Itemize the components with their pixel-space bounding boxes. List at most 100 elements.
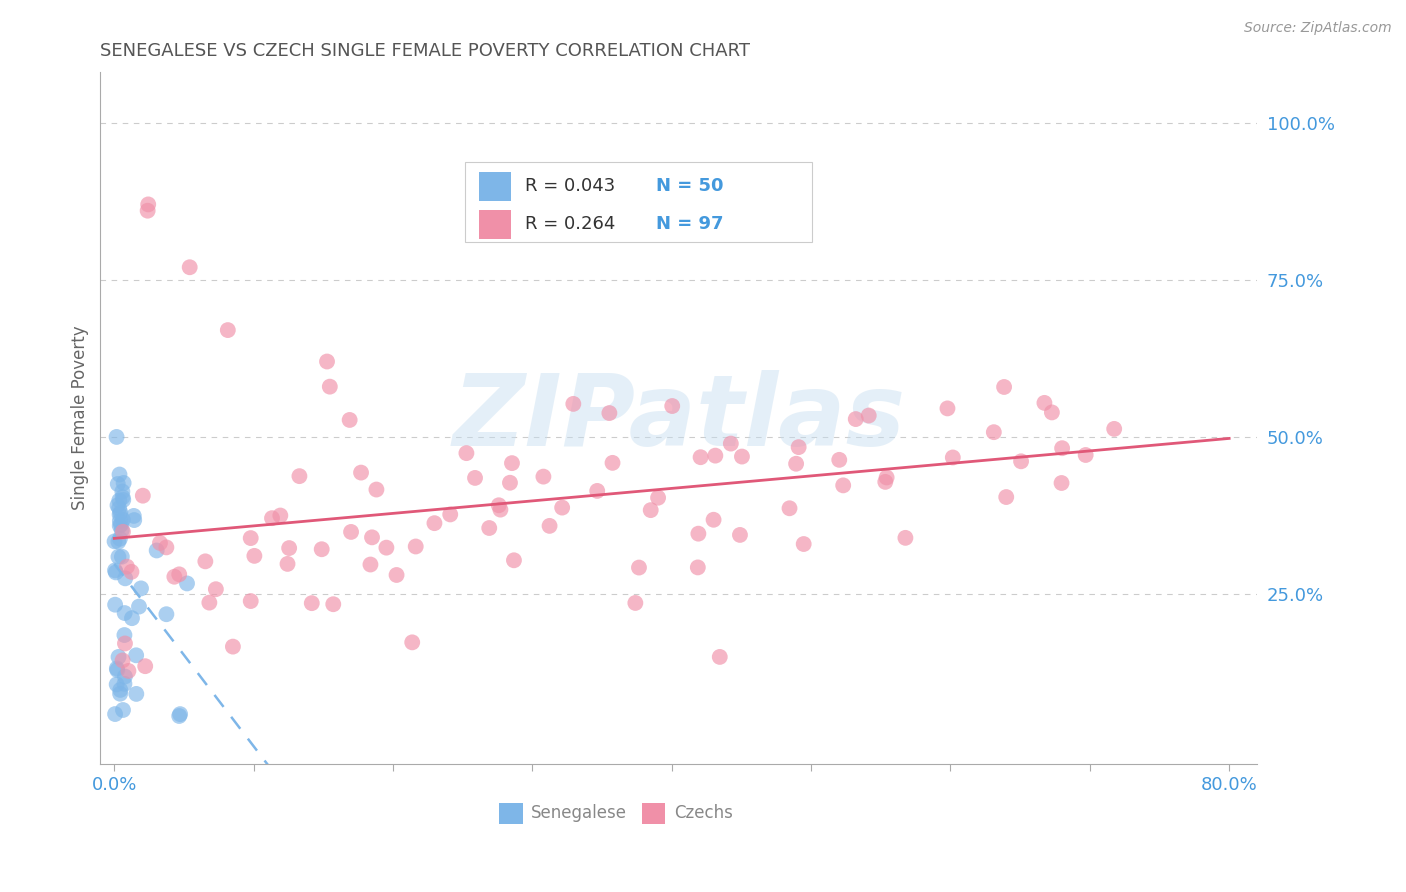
Point [793, 537, 815, 551]
Point [105, 663, 128, 677]
Point [983, 425, 1005, 440]
Point [107, 477, 129, 491]
FancyBboxPatch shape [478, 171, 510, 201]
Point [108, 501, 131, 516]
Point [828, 453, 851, 467]
Point [350, 466, 373, 480]
Point [111, 484, 134, 499]
Point [112, 492, 135, 507]
Point [439, 508, 461, 522]
Point [111, 513, 134, 527]
Point [110, 506, 132, 520]
Point [993, 380, 1015, 394]
Point [111, 523, 134, 537]
Point [319, 379, 342, 393]
Point [108, 514, 131, 528]
Point [136, 197, 159, 211]
Point [111, 703, 134, 717]
Point [640, 503, 662, 517]
Point [704, 449, 727, 463]
Point [602, 456, 624, 470]
Point [125, 648, 148, 663]
Point [686, 560, 709, 574]
Point [111, 653, 134, 667]
Point [114, 636, 136, 650]
Point [176, 576, 198, 591]
Point [647, 491, 669, 505]
Point [107, 534, 129, 549]
Point [598, 406, 620, 420]
Point [117, 664, 139, 678]
Point [239, 594, 262, 608]
Text: R = 0.264: R = 0.264 [524, 215, 616, 234]
Point [104, 563, 127, 577]
Point [627, 560, 650, 574]
Text: ZIPatlas: ZIPatlas [453, 369, 905, 467]
Point [278, 541, 301, 555]
Point [832, 478, 855, 492]
Point [339, 413, 361, 427]
FancyBboxPatch shape [465, 162, 811, 242]
Point [1010, 454, 1032, 468]
Point [122, 513, 145, 527]
Point [703, 513, 725, 527]
Point [875, 475, 897, 489]
Point [894, 531, 917, 545]
Point [108, 532, 131, 546]
Point [689, 450, 711, 465]
Text: Czechs: Czechs [673, 805, 733, 822]
Point [385, 568, 408, 582]
Point [269, 508, 291, 523]
Point [401, 635, 423, 649]
Point [551, 500, 574, 515]
Point [104, 706, 127, 721]
Text: N = 50: N = 50 [655, 178, 723, 195]
Point [942, 450, 965, 465]
Point [110, 517, 132, 532]
Point [359, 558, 381, 572]
Point [340, 524, 363, 539]
Y-axis label: Single Female Poverty: Single Female Poverty [72, 326, 89, 510]
Point [785, 457, 807, 471]
Point [1050, 441, 1073, 455]
Point [107, 649, 129, 664]
Point [503, 553, 526, 567]
Point [112, 628, 135, 642]
Text: Source: ZipAtlas.com: Source: ZipAtlas.com [1244, 21, 1392, 35]
Point [423, 516, 446, 531]
Point [107, 549, 129, 564]
Point [111, 490, 134, 504]
Point [120, 565, 142, 579]
Point [179, 260, 201, 275]
Text: R = 0.043: R = 0.043 [524, 178, 614, 195]
Point [112, 677, 135, 691]
Point [1050, 475, 1073, 490]
Point [167, 709, 190, 723]
Point [779, 501, 801, 516]
Point [105, 430, 128, 444]
Point [217, 323, 239, 337]
Text: Senegalese: Senegalese [530, 805, 627, 822]
Point [728, 528, 751, 542]
Point [316, 354, 339, 368]
Point [205, 582, 228, 597]
Point [720, 436, 742, 450]
FancyBboxPatch shape [641, 803, 665, 824]
Point [787, 440, 810, 454]
Point [478, 521, 501, 535]
Point [129, 582, 152, 596]
Point [104, 566, 127, 580]
Point [361, 530, 384, 544]
Point [260, 511, 283, 525]
Point [198, 596, 221, 610]
Point [105, 677, 128, 691]
Point [104, 598, 127, 612]
Point [114, 571, 136, 585]
Point [1074, 448, 1097, 462]
Point [276, 557, 298, 571]
Point [163, 570, 186, 584]
Point [661, 399, 683, 413]
Point [121, 611, 143, 625]
Point [108, 508, 131, 522]
Point [366, 483, 388, 497]
